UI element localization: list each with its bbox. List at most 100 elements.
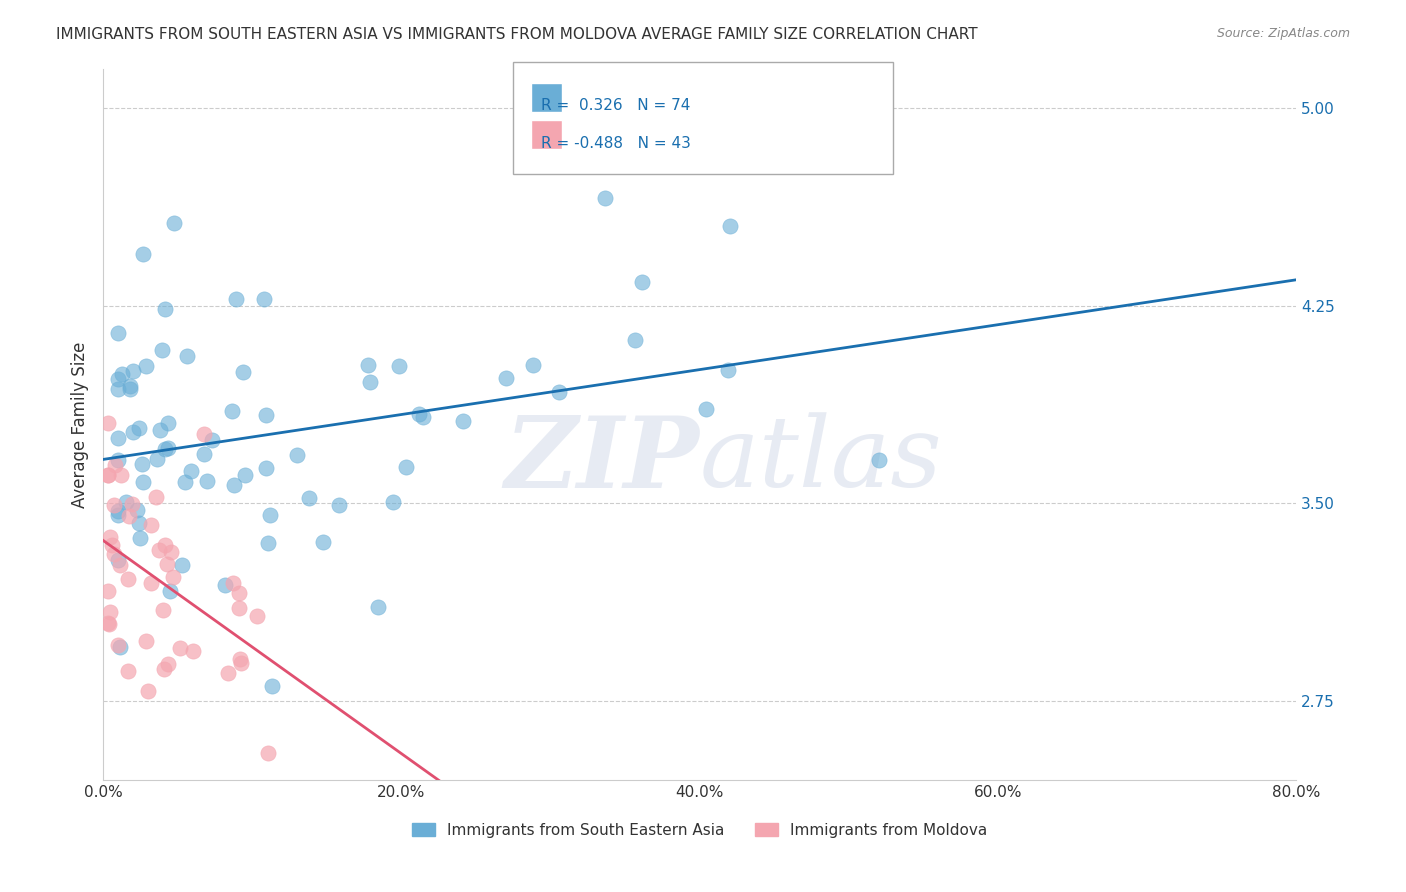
Point — [149, 423, 172, 437]
Point — [131, 457, 153, 471]
Point — [495, 371, 517, 385]
Point — [394, 460, 416, 475]
Point — [132, 475, 155, 490]
Point — [624, 333, 647, 347]
Point — [367, 599, 389, 614]
Point — [110, 367, 132, 381]
Point — [217, 666, 239, 681]
Point — [97, 468, 120, 483]
Point — [256, 747, 278, 761]
Point — [153, 442, 176, 457]
Point — [717, 362, 740, 376]
Text: ZIP: ZIP — [505, 412, 700, 508]
Point — [135, 359, 157, 373]
Point — [107, 504, 129, 518]
Point — [246, 609, 269, 624]
Point — [107, 431, 129, 445]
Legend: Immigrants from South Eastern Asia, Immigrants from Moldova: Immigrants from South Eastern Asia, Immi… — [406, 816, 994, 844]
Point — [107, 382, 129, 396]
Point — [152, 603, 174, 617]
Point — [172, 558, 194, 572]
Point — [128, 531, 150, 545]
Point — [128, 421, 150, 435]
Point — [224, 477, 246, 491]
Point — [107, 508, 129, 523]
Text: IMMIGRANTS FROM SOUTH EASTERN ASIA VS IMMIGRANTS FROM MOLDOVA AVERAGE FAMILY SIZ: IMMIGRANTS FROM SOUTH EASTERN ASIA VS IM… — [56, 27, 977, 42]
Point — [228, 586, 250, 600]
Point — [159, 583, 181, 598]
Point — [145, 490, 167, 504]
Point — [193, 447, 215, 461]
Point — [408, 407, 430, 421]
Point — [107, 372, 129, 386]
Point — [256, 536, 278, 550]
Point — [141, 576, 163, 591]
Text: Source: ZipAtlas.com: Source: ZipAtlas.com — [1216, 27, 1350, 40]
Point — [107, 326, 129, 341]
Point — [97, 416, 120, 430]
Point — [97, 617, 120, 632]
Point — [145, 451, 167, 466]
Text: R = -0.488   N = 43: R = -0.488 N = 43 — [541, 136, 692, 151]
Point — [359, 375, 381, 389]
Point — [153, 302, 176, 317]
Point — [176, 349, 198, 363]
Point — [548, 385, 571, 400]
Point — [718, 219, 741, 233]
Point — [132, 247, 155, 261]
Point — [120, 382, 142, 396]
Point — [135, 633, 157, 648]
Point — [233, 468, 256, 483]
Point — [201, 433, 224, 447]
Point — [522, 359, 544, 373]
Point — [630, 275, 652, 289]
Point — [312, 534, 335, 549]
Point — [228, 600, 250, 615]
Point — [157, 657, 180, 671]
Point — [148, 542, 170, 557]
Text: R =  0.326   N = 74: R = 0.326 N = 74 — [541, 98, 690, 113]
Point — [98, 605, 121, 619]
Point — [103, 498, 125, 512]
Point — [118, 508, 141, 523]
Point — [122, 425, 145, 439]
Point — [103, 547, 125, 561]
Point — [259, 508, 281, 522]
Point — [287, 449, 309, 463]
Point — [412, 410, 434, 425]
Point — [97, 583, 120, 598]
Point — [328, 498, 350, 512]
Point — [150, 343, 173, 357]
Point — [107, 453, 129, 467]
Text: atlas: atlas — [700, 412, 942, 508]
Point — [221, 404, 243, 418]
Point — [162, 216, 184, 230]
Point — [101, 538, 124, 552]
Point — [183, 644, 205, 658]
Point — [159, 545, 181, 559]
Point — [195, 474, 218, 488]
Point — [121, 497, 143, 511]
Point — [115, 494, 138, 508]
Point — [173, 475, 195, 490]
Point — [118, 379, 141, 393]
Point — [382, 495, 405, 509]
Point — [108, 558, 131, 573]
Point — [98, 530, 121, 544]
Point — [180, 464, 202, 478]
Point — [107, 638, 129, 652]
Point — [110, 467, 132, 482]
Point — [214, 578, 236, 592]
Point — [169, 640, 191, 655]
Point — [695, 401, 717, 416]
Point — [232, 365, 254, 379]
Point — [253, 293, 276, 307]
Point — [122, 364, 145, 378]
Point — [128, 516, 150, 531]
Point — [225, 292, 247, 306]
Point — [97, 615, 120, 630]
Point — [97, 467, 120, 482]
Point — [103, 458, 125, 472]
Point — [229, 657, 252, 671]
Point — [298, 491, 321, 505]
